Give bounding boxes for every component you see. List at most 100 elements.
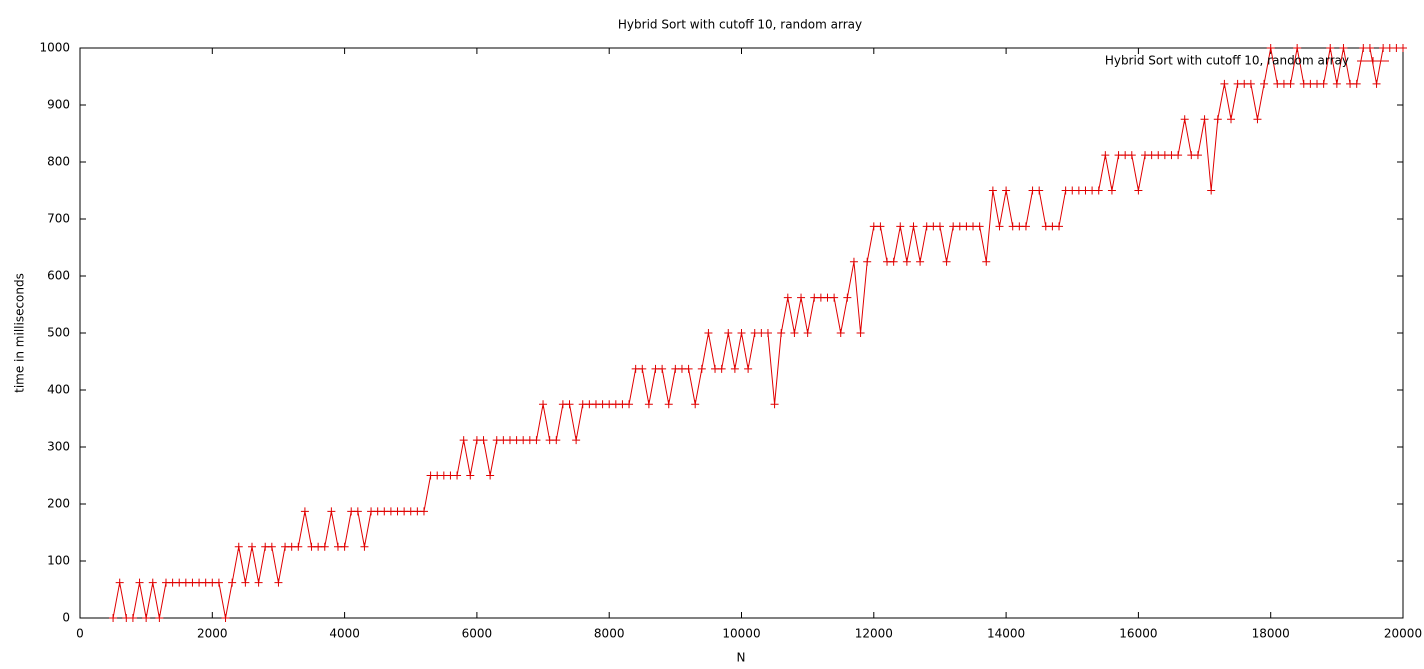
data-point — [625, 400, 634, 409]
data-point — [327, 507, 336, 516]
data-point — [234, 542, 243, 551]
x-tick-label: 4000 — [329, 627, 360, 641]
data-point — [479, 436, 488, 445]
data-point — [730, 364, 739, 373]
data-point — [836, 329, 845, 337]
data-point — [1365, 44, 1374, 52]
data-point — [763, 329, 772, 337]
data-point — [360, 542, 369, 551]
data-point — [658, 364, 667, 373]
data-point — [697, 364, 706, 373]
y-tick-label: 1000 — [39, 41, 70, 55]
data-point — [744, 364, 753, 373]
x-tick-label: 2000 — [197, 627, 228, 641]
data-point — [221, 614, 230, 622]
data-point — [942, 257, 951, 266]
data-point — [466, 471, 475, 480]
data-point — [486, 471, 495, 480]
data-point — [247, 542, 256, 551]
data-point — [300, 507, 309, 516]
data-point — [684, 364, 693, 373]
data-point — [724, 329, 733, 337]
data-point — [148, 578, 157, 587]
data-point — [704, 329, 713, 337]
data-point — [638, 364, 647, 373]
x-tick-label: 18000 — [1252, 627, 1290, 641]
legend-marker — [1369, 57, 1377, 65]
data-point — [340, 542, 349, 551]
data-point — [1326, 44, 1335, 52]
data-point — [1227, 115, 1236, 124]
data-point — [909, 222, 918, 231]
data-point — [896, 222, 905, 231]
data-point — [155, 614, 164, 622]
data-point — [876, 222, 885, 231]
data-point — [1094, 186, 1103, 195]
data-point — [453, 471, 462, 480]
x-tick-label: 6000 — [462, 627, 493, 641]
x-tick-label: 16000 — [1119, 627, 1157, 641]
data-point — [797, 293, 806, 302]
data-point — [1352, 79, 1361, 88]
data-point — [777, 329, 786, 337]
y-tick-label: 0 — [62, 611, 70, 625]
data-point — [664, 400, 673, 409]
y-tick-label: 900 — [47, 98, 70, 112]
data-point — [1372, 79, 1381, 88]
data-point — [353, 507, 362, 516]
data-point — [241, 578, 250, 587]
data-point — [1339, 44, 1348, 52]
data-point — [142, 614, 151, 622]
y-tick-label: 100 — [47, 554, 70, 568]
data-point — [1253, 115, 1262, 124]
data-point — [1286, 79, 1295, 88]
data-point — [214, 578, 223, 587]
data-point — [1101, 151, 1110, 160]
y-tick-label: 700 — [47, 212, 70, 226]
y-tick-label: 400 — [47, 383, 70, 397]
data-point — [115, 578, 124, 587]
data-point — [109, 614, 118, 622]
data-point — [459, 436, 468, 445]
data-point — [790, 329, 799, 337]
data-point — [228, 578, 237, 587]
data-point — [982, 257, 991, 266]
data-point — [1180, 115, 1189, 124]
data-point — [294, 542, 303, 551]
y-tick-label: 200 — [47, 497, 70, 511]
data-point — [128, 614, 137, 622]
data-point — [1399, 44, 1407, 52]
data-point — [856, 329, 865, 337]
data-point — [1134, 186, 1143, 195]
data-point — [320, 542, 329, 551]
x-axis-label: N — [737, 651, 746, 665]
x-tick-label: 12000 — [855, 627, 893, 641]
x-tick-label: 0 — [76, 627, 84, 641]
data-point — [532, 436, 541, 445]
data-point — [419, 507, 428, 516]
data-point — [1021, 222, 1030, 231]
data-point — [691, 400, 700, 409]
data-point — [572, 436, 581, 445]
data-point — [1293, 44, 1302, 52]
data-point — [539, 400, 548, 409]
data-point — [274, 578, 283, 587]
y-axis-label: time in milliseconds — [13, 273, 27, 393]
data-point — [267, 542, 276, 551]
data-point — [1002, 186, 1011, 195]
y-tick-label: 500 — [47, 326, 70, 340]
data-point — [770, 400, 779, 409]
data-point — [1107, 186, 1116, 195]
data-point — [1332, 79, 1341, 88]
x-tick-label: 14000 — [987, 627, 1025, 641]
data-point — [1319, 79, 1328, 88]
data-point — [783, 293, 792, 302]
data-point — [1174, 151, 1183, 160]
data-point — [1055, 222, 1064, 231]
data-point — [1193, 151, 1202, 160]
data-point — [1246, 79, 1255, 88]
data-point — [565, 400, 574, 409]
x-tick-label: 10000 — [722, 627, 760, 641]
data-point — [1207, 186, 1216, 195]
